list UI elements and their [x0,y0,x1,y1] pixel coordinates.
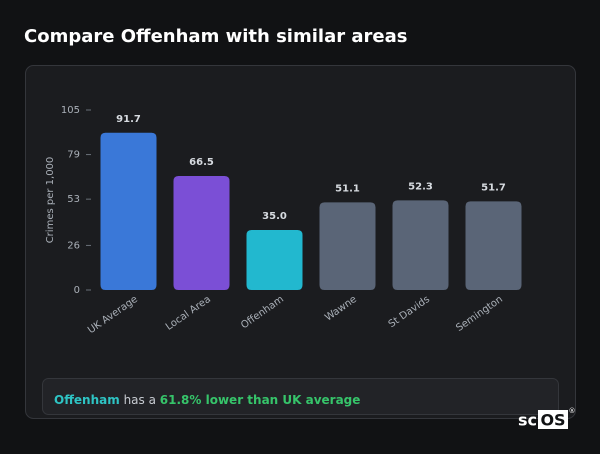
bar [319,202,376,290]
y-tick-label: 0 [74,285,80,296]
summary-box [42,378,559,415]
summary-text: Offenham has a 61.8% lower than UK avera… [54,393,360,407]
value-label: 91.7 [116,114,141,125]
y-axis-label: Crimes per 1,000 [45,157,56,244]
bar [100,132,157,290]
summary-comparison: 61.8% lower than UK average [160,393,361,407]
summary-area: Offenham [54,393,120,407]
value-label: 35.0 [262,211,287,222]
logo-boxed: OS [540,411,565,430]
bar [465,201,522,290]
logo-prefix: sc [518,411,537,430]
value-label: 66.5 [189,157,214,168]
y-tick-label: 105 [61,105,80,116]
value-label: 51.1 [335,183,360,194]
logo-box [538,410,568,429]
bar [246,230,303,290]
page-title: Compare Offenham with similar areas [24,26,407,47]
y-tick-label: 26 [67,240,80,251]
logo-mark: ® [569,407,576,415]
y-tick-label: 79 [67,150,80,161]
y-tick-label: 53 [67,194,80,205]
summary-middle: has a [124,393,156,407]
bar [173,176,230,290]
value-label: 52.3 [408,181,433,192]
value-label: 51.7 [481,182,506,193]
bar [392,200,449,290]
